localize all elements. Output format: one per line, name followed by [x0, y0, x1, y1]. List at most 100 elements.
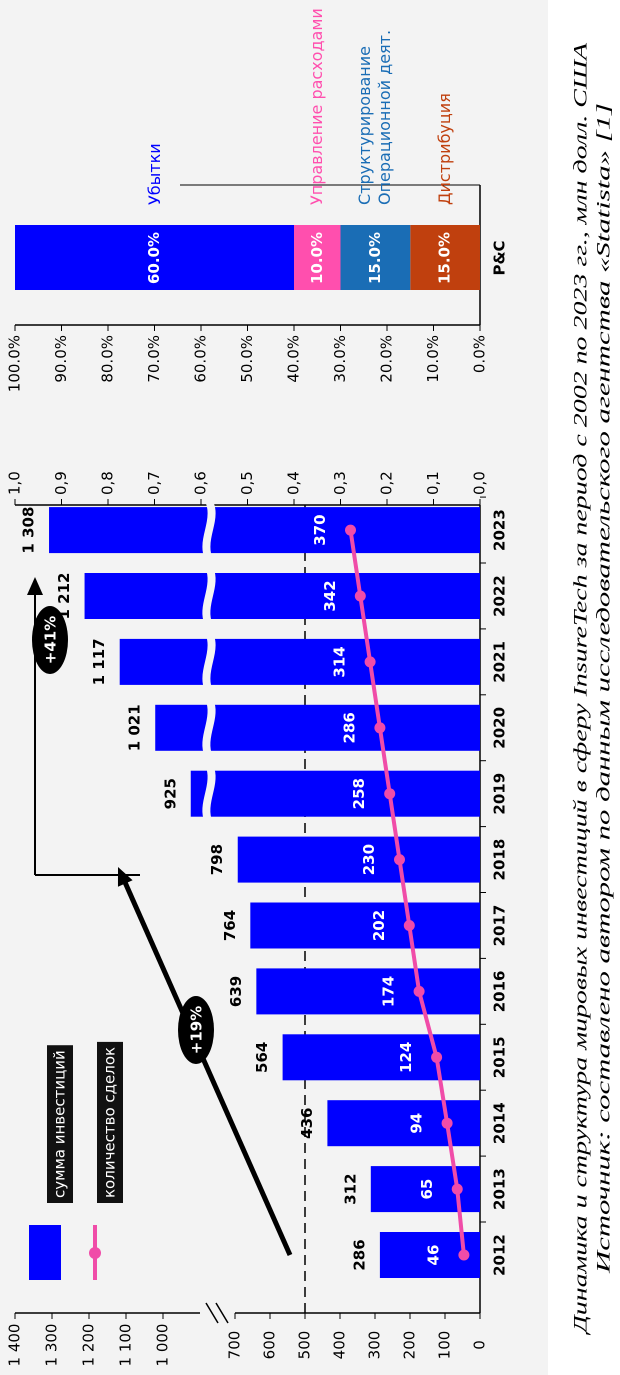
segment-value-label: 15.0% [436, 232, 454, 284]
legend-label: сумма инвестиций [51, 1050, 69, 1198]
y-tick-label: 100.0% [6, 335, 24, 392]
y-tick-label: 30.0% [331, 335, 349, 383]
y-tick-label: 700 [226, 1331, 244, 1360]
bar-value-label: 1 117 [90, 638, 108, 685]
y-tick-label: 1 200 [80, 1324, 98, 1367]
y2-tick-label: 1,0 [6, 471, 24, 495]
line-marker [384, 788, 396, 800]
annotation-text: +19% [188, 1006, 206, 1054]
y-tick-label: 90.0% [52, 335, 70, 383]
y2-tick-label: 0,6 [192, 471, 210, 495]
x-tick-label: 2022 [491, 575, 509, 617]
y2-tick-label: 0,9 [52, 471, 70, 495]
y2-tick-label: 0,0 [471, 471, 489, 495]
line-value-label: 370 [311, 514, 329, 545]
legend-label-bg [47, 1045, 73, 1203]
stacked-bar-segment [340, 225, 411, 290]
legend-swatch [89, 1247, 101, 1259]
line-marker [374, 722, 386, 734]
annotation-text: +41% [42, 616, 60, 664]
line-marker [364, 656, 376, 668]
y2-tick-label: 0,5 [238, 471, 256, 495]
bar [282, 1034, 480, 1081]
y-tick-label: 200 [401, 1331, 419, 1360]
bar-value-label: 286 [350, 1239, 368, 1270]
y-tick-label: 0 [471, 1340, 489, 1350]
y-tick-label: 20.0% [378, 335, 396, 383]
line-marker [345, 524, 356, 536]
bar [49, 507, 480, 554]
legend-item: Структурирование Операционной деят. [355, 29, 395, 205]
y-tick-label: 100 [436, 1331, 454, 1360]
y-tick-label: 40.0% [285, 335, 303, 383]
legend-swatch [29, 1225, 61, 1280]
x-tick-label: 2018 [491, 839, 509, 881]
bar [256, 968, 480, 1015]
line-marker [451, 1183, 463, 1195]
line-value-label: 174 [380, 976, 398, 1007]
bar-break [202, 632, 216, 691]
caption: Динамика и структура мировых инвестиций … [570, 42, 591, 1336]
line-marker [413, 985, 425, 997]
line-value-label: 94 [408, 1113, 426, 1134]
y2-tick-label: 0,8 [99, 471, 117, 495]
annotation-badge [32, 606, 68, 674]
stacked-bar-segment [294, 225, 341, 290]
x-tick-label: 2016 [491, 971, 509, 1013]
bar-value-label: 312 [341, 1173, 359, 1204]
y-tick-label: 1 300 [43, 1324, 61, 1367]
y-tick-label: 0.0% [471, 335, 489, 373]
annotation-arrow-head [27, 577, 43, 595]
bar [119, 638, 481, 685]
y2-tick-label: 0,7 [145, 471, 163, 495]
legend-label-bg [97, 1041, 123, 1203]
line [348, 529, 466, 1256]
x-tick-label: 2021 [491, 641, 509, 683]
line-value-label: 124 [397, 1042, 415, 1073]
stacked-bar-segment [410, 225, 480, 290]
annotation-arrow [121, 878, 293, 1257]
annotation-arrow-head [117, 867, 133, 887]
legend-item: Убытки [144, 143, 164, 205]
line-value-label: 286 [340, 712, 358, 743]
y2-tick-label: 0,3 [331, 471, 349, 495]
x-tick-label: 2014 [491, 1102, 509, 1144]
line-value-label: 202 [370, 910, 388, 941]
annotation-badge [178, 996, 214, 1064]
line-marker [458, 1249, 470, 1261]
bar-value-label: 764 [221, 910, 239, 941]
y-tick-label: 500 [296, 1331, 314, 1360]
y-tick-label: 1 000 [154, 1324, 172, 1367]
line-marker [431, 1051, 443, 1063]
bar-value-label: 1 021 [126, 704, 144, 751]
x-tick-label: 2012 [491, 1234, 509, 1276]
axis-break [205, 1302, 219, 1324]
legend-item: Управление расходами [307, 8, 326, 205]
segment-value-label: 60.0% [145, 232, 163, 284]
bar [250, 902, 480, 949]
legend-item: Дистрибуция [435, 93, 455, 205]
bar [370, 1166, 480, 1213]
line-marker [441, 1117, 453, 1129]
legend-label: Структурирование Операционной деят. [355, 29, 395, 205]
x-tick-label: 2017 [491, 905, 509, 947]
bar-break [202, 698, 216, 757]
x-tick-label: 2023 [491, 509, 509, 551]
legend-label: Убытки [144, 143, 164, 205]
line-value-label: 258 [350, 778, 368, 809]
line-value-label: 342 [321, 580, 339, 611]
line-value-label: 230 [360, 844, 378, 875]
line-marker [394, 854, 405, 866]
line-value-label: 314 [331, 646, 349, 677]
y2-tick-label: 0,1 [424, 471, 442, 495]
y-tick-label: 300 [366, 1331, 384, 1360]
bar-value-label: 639 [227, 976, 245, 1007]
legend-label: Дистрибуция [435, 93, 455, 205]
y2-tick-label: 0,2 [378, 471, 396, 495]
legend-label: количество сделок [101, 1047, 119, 1198]
bar [327, 1100, 480, 1147]
bar [84, 573, 480, 619]
x-tick-label: 2019 [491, 773, 509, 815]
y-tick-label: 1 400 [6, 1324, 24, 1367]
